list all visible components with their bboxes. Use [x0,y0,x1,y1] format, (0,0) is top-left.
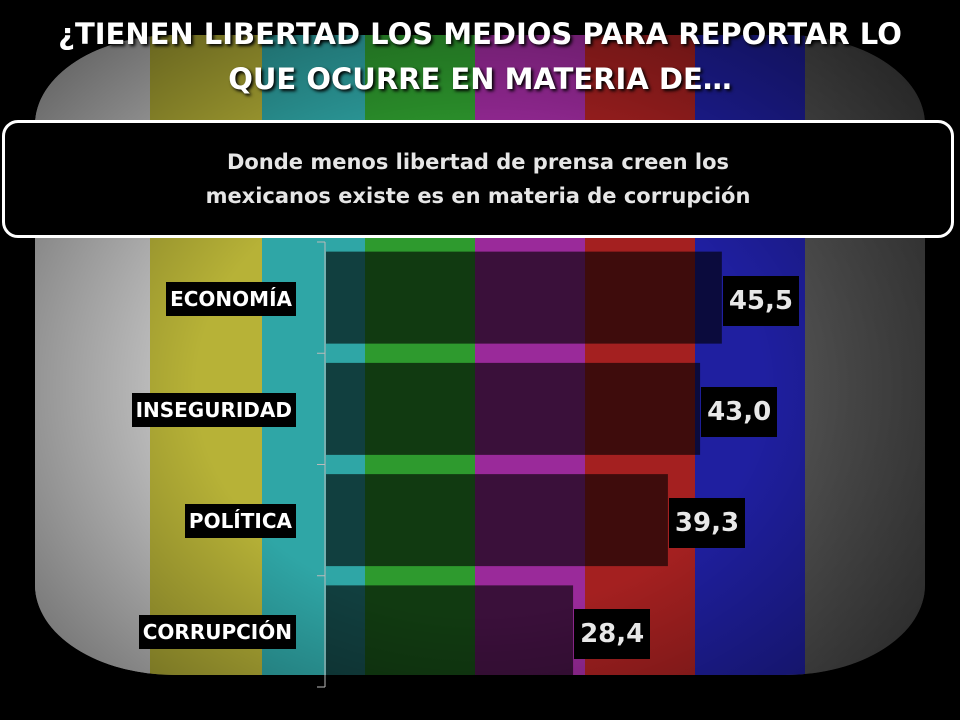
bar [326,362,701,455]
bar [326,251,722,344]
category-label: INSEGURIDAD [131,392,296,427]
category-label: CORRUPCIÓN [138,615,296,650]
value-label: 28,4 [574,609,651,660]
category-label: POLÍTICA [184,504,296,539]
callout-line-2: mexicanos existe es en materia de corrup… [205,184,751,208]
value-label: 45,5 [722,275,799,326]
category-label: ECONOMÍA [166,281,296,316]
value-label: 39,3 [668,498,746,549]
title-line-1: ¿TIENEN LIBERTAD LOS MEDIOS PARA REPORTA… [58,17,902,51]
title-line-2: QUE OCURRE EN MATERIA DE… [228,62,732,96]
value-label: 43,0 [701,386,778,437]
bar [326,474,668,567]
callout-line-1: Donde menos libertad de prensa creen los [226,150,730,174]
callout-box: Donde menos libertad de prensa creen los… [2,120,954,238]
bar [326,585,574,678]
page-title: ¿TIENEN LIBERTAD LOS MEDIOS PARA REPORTA… [0,12,960,102]
